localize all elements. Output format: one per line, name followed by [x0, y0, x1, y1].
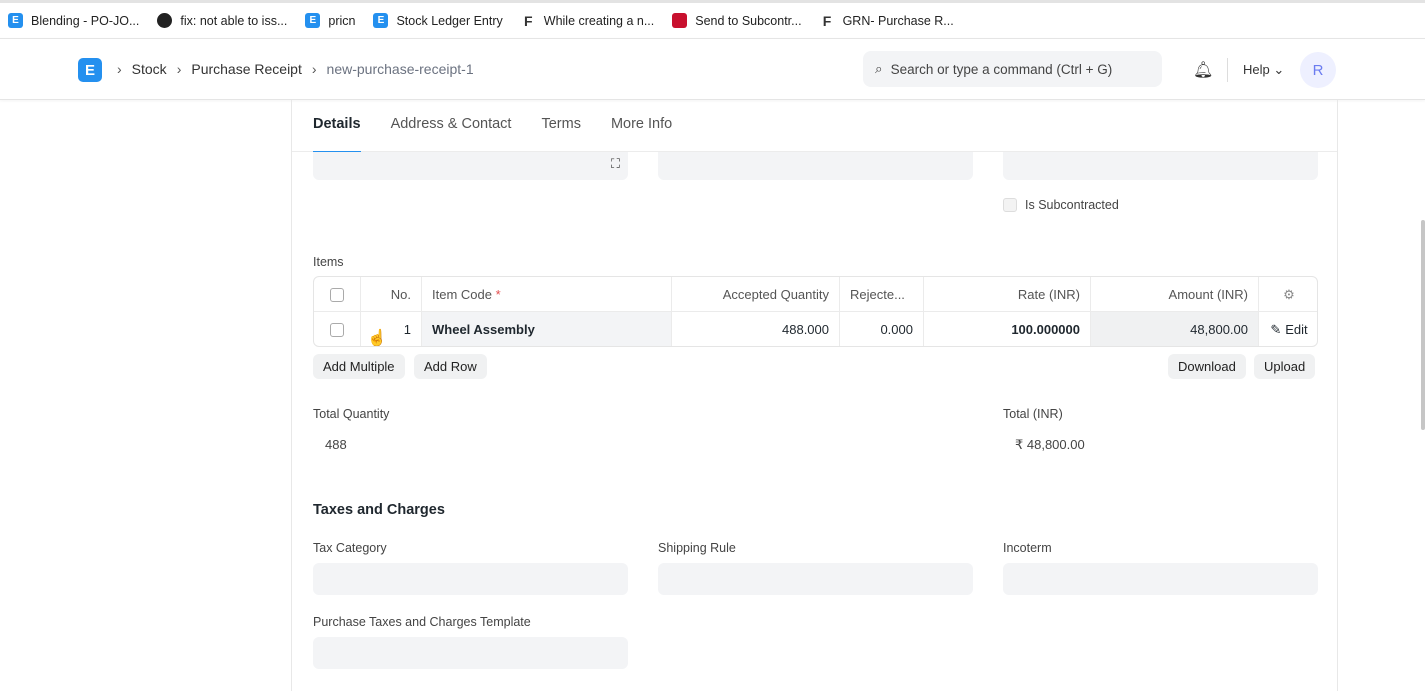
- tax-category-input[interactable]: [313, 563, 628, 595]
- bookmark-label: pricn: [328, 13, 356, 28]
- header-item-code: Item Code *: [422, 277, 672, 312]
- upload-button[interactable]: Upload: [1254, 354, 1316, 379]
- help-label: Help: [1243, 62, 1270, 77]
- scrollbar[interactable]: [1421, 220, 1425, 430]
- cell-rate[interactable]: 100.000000: [924, 312, 1091, 346]
- header-label: Item Code: [432, 287, 492, 302]
- bookmark-label: fix: not able to iss...: [180, 13, 288, 28]
- shipping-rule-input[interactable]: [658, 563, 973, 595]
- breadcrumb: › Stock › Purchase Receipt › new-purchas…: [117, 61, 474, 77]
- row-no-value: 1: [403, 322, 411, 337]
- cell-rejected-qty[interactable]: 0.000: [840, 312, 924, 346]
- row-no: 1 ☝: [361, 312, 422, 347]
- bookmark-label: Stock Ledger Entry: [396, 13, 503, 28]
- github-icon: [157, 13, 173, 28]
- header-accepted-qty: Accepted Quantity: [672, 277, 840, 312]
- divider: [1227, 58, 1228, 82]
- search-input[interactable]: ⌕ Search or type a command (Ctrl + G): [863, 51, 1162, 87]
- table-header: No. Item Code * Accepted Quantity Reject…: [314, 277, 1317, 312]
- row-checkbox[interactable]: [330, 322, 344, 337]
- items-label: Items: [313, 255, 344, 269]
- required-mark: *: [495, 287, 501, 302]
- is-subcontracted-checkbox[interactable]: Is Subcontracted: [1003, 198, 1119, 212]
- gear-icon[interactable]: ⚙: [1283, 286, 1295, 302]
- bookmark[interactable]: F While creating a n...: [521, 12, 655, 29]
- tab-address-contact[interactable]: Address & Contact: [390, 116, 512, 132]
- header-amount: Amount (INR): [1091, 277, 1259, 312]
- checkbox[interactable]: [1003, 198, 1017, 212]
- field-input[interactable]: ⛶: [313, 152, 628, 180]
- form-tabs: Details Address & Contact Terms More Inf…: [292, 100, 1337, 152]
- incoterm-input[interactable]: [1003, 563, 1318, 595]
- incoterm-label: Incoterm: [1003, 541, 1052, 555]
- field-input[interactable]: [658, 152, 973, 180]
- table-row[interactable]: 1 ☝ Wheel Assembly 488.000 0.000 100.0000…: [314, 312, 1317, 347]
- checkbox-label: Is Subcontracted: [1025, 198, 1119, 212]
- items-table: No. Item Code * Accepted Quantity Reject…: [313, 276, 1318, 347]
- red-site-icon: [672, 13, 688, 28]
- edit-row-button[interactable]: ✎ Edit: [1259, 312, 1317, 346]
- bookmark-label: Send to Subcontr...: [695, 13, 802, 28]
- form-page: Details Address & Contact Terms More Inf…: [291, 100, 1338, 691]
- add-row-button[interactable]: Add Row: [414, 354, 487, 379]
- erpnext-icon: E: [305, 13, 321, 28]
- bookmark[interactable]: E Stock Ledger Entry: [373, 13, 503, 28]
- pencil-icon: ✎: [1270, 321, 1282, 337]
- search-placeholder: Search or type a command (Ctrl + G): [890, 61, 1113, 77]
- search-icon: ⌕: [875, 61, 883, 76]
- cell-amount: 48,800.00: [1091, 312, 1259, 346]
- tab-terms[interactable]: Terms: [541, 116, 581, 132]
- navbar: E › Stock › Purchase Receipt › new-purch…: [0, 38, 1425, 100]
- taxes-template-input[interactable]: [313, 637, 628, 669]
- tab-details[interactable]: Details: [313, 100, 361, 152]
- bookmark[interactable]: E Blending - PO-JO...: [8, 13, 139, 28]
- select-all-checkbox[interactable]: [330, 287, 344, 302]
- chevron-right-icon: ›: [176, 61, 182, 77]
- row-select-cell: [314, 312, 361, 346]
- bookmark[interactable]: fix: not able to iss...: [157, 13, 287, 28]
- download-button[interactable]: Download: [1168, 354, 1246, 379]
- total-value: ₹ 48,800.00: [1015, 437, 1085, 452]
- bookmark-label: While creating a n...: [543, 13, 655, 28]
- bookmark-label: GRN- Purchase R...: [842, 13, 954, 28]
- chevron-right-icon: ›: [117, 61, 122, 77]
- breadcrumb-purchase-receipt[interactable]: Purchase Receipt: [191, 61, 302, 77]
- header-no: No.: [361, 277, 422, 312]
- tab-more-info[interactable]: More Info: [610, 116, 673, 132]
- edit-label: Edit: [1285, 322, 1308, 337]
- select-all-cell: [314, 277, 361, 312]
- tax-category-label: Tax Category: [313, 541, 387, 555]
- erpnext-icon: E: [8, 13, 23, 28]
- total-quantity-value: 488: [325, 437, 347, 452]
- cell-accepted-qty[interactable]: 488.000: [672, 312, 840, 346]
- taxes-heading: Taxes and Charges: [313, 502, 445, 518]
- app-logo[interactable]: E: [78, 58, 102, 82]
- header-rate: Rate (INR): [924, 277, 1091, 312]
- breadcrumb-current: new-purchase-receipt-1: [326, 61, 474, 77]
- breadcrumb-stock[interactable]: Stock: [131, 61, 167, 77]
- frappe-icon: F: [822, 12, 832, 29]
- total-quantity-label: Total Quantity: [313, 407, 390, 421]
- bookmark-label: Blending - PO-JO...: [31, 13, 140, 28]
- frappe-icon: F: [524, 12, 533, 29]
- bell-icon[interactable]: 🔔︎: [1193, 62, 1214, 79]
- add-multiple-button[interactable]: Add Multiple: [313, 354, 405, 379]
- hand-cursor-icon: ☝: [367, 330, 387, 347]
- chevron-right-icon: ›: [311, 61, 317, 77]
- erpnext-icon: E: [373, 13, 389, 28]
- bookmark[interactable]: Send to Subcontr...: [672, 13, 802, 28]
- header-rejected-qty: Rejecte...: [840, 277, 924, 312]
- cell-item-code[interactable]: Wheel Assembly: [422, 312, 672, 346]
- help-dropdown[interactable]: Help ⌄: [1243, 62, 1284, 78]
- expand-icon[interactable]: ⛶: [610, 156, 620, 171]
- bookmarks-bar: E Blending - PO-JO... fix: not able to is…: [0, 0, 1425, 38]
- field-input[interactable]: [1003, 152, 1318, 180]
- avatar[interactable]: R: [1300, 52, 1336, 88]
- shipping-rule-label: Shipping Rule: [658, 541, 736, 555]
- total-label: Total (INR): [1003, 407, 1063, 421]
- bookmark[interactable]: F GRN- Purchase R...: [820, 12, 954, 29]
- taxes-template-label: Purchase Taxes and Charges Template: [313, 615, 531, 629]
- chevron-down-icon: ⌄: [1273, 62, 1285, 77]
